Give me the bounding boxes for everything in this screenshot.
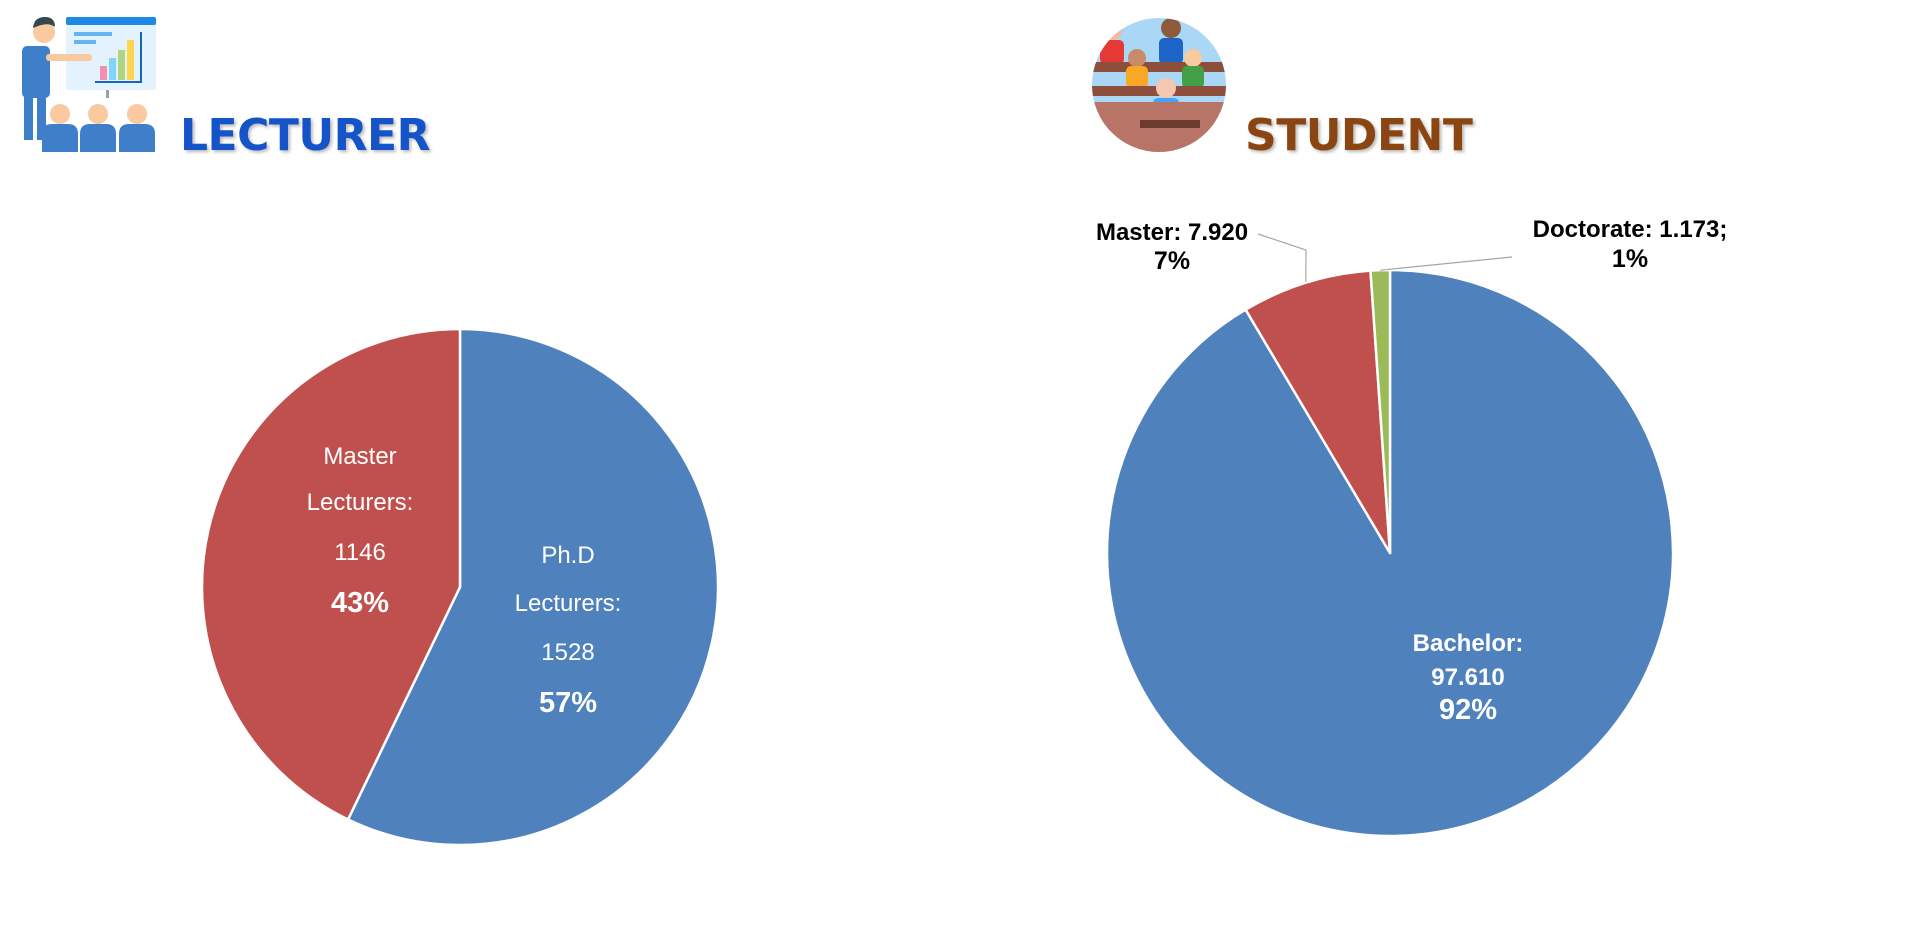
lecturer-slice-ph-d-lecturers bbox=[346, 327, 720, 847]
student-leader-line-master bbox=[1257, 233, 1307, 282]
classroom-students-icon bbox=[1092, 18, 1226, 152]
lecturer-pie-chart: Ph.D Lecturers: 1528 57% Master Lecturers: 114… bbox=[200, 327, 720, 847]
lecturer-label-ph-d-lecturers-line-2: Lecturers: bbox=[515, 590, 622, 617]
student-title: STUDENT bbox=[1245, 110, 1473, 161]
student-label-master-line-1: Master: 7.920 bbox=[1096, 219, 1248, 246]
lecturer-title: LECTURER bbox=[180, 110, 430, 161]
lecturer-label-master-lecturers-line-3: 1146 bbox=[334, 539, 386, 566]
student-slice-master bbox=[1244, 269, 1392, 555]
student-label-bachelor-line-1: Bachelor: bbox=[1413, 630, 1524, 657]
student-label-bachelor-line-2: 97.610 bbox=[1431, 664, 1504, 691]
student-percent-master: 7% bbox=[1154, 247, 1190, 275]
lecturer-label-ph-d-lecturers-line-3: 1528 bbox=[541, 639, 594, 666]
student-label-doctorate-line-1: Doctorate: 1.173; bbox=[1533, 216, 1728, 243]
student-percent-bachelor: 92% bbox=[1439, 694, 1497, 726]
lecturer-label-ph-d-lecturers-line-1: Ph.D bbox=[541, 542, 594, 569]
teacher-presentation-icon bbox=[22, 17, 156, 152]
student-leader-line-doctorate bbox=[1380, 256, 1513, 271]
lecturer-slice-master-lecturers bbox=[200, 327, 462, 821]
student-percent-doctorate: 1% bbox=[1612, 245, 1648, 273]
lecturer-label-master-lecturers-line-2: Lecturers: bbox=[307, 489, 414, 516]
lecturer-percent-master-lecturers: 43% bbox=[331, 587, 389, 619]
lecturer-label-master-lecturers-line-1: Master bbox=[323, 443, 396, 470]
lecturer-percent-ph-d-lecturers: 57% bbox=[539, 687, 597, 719]
